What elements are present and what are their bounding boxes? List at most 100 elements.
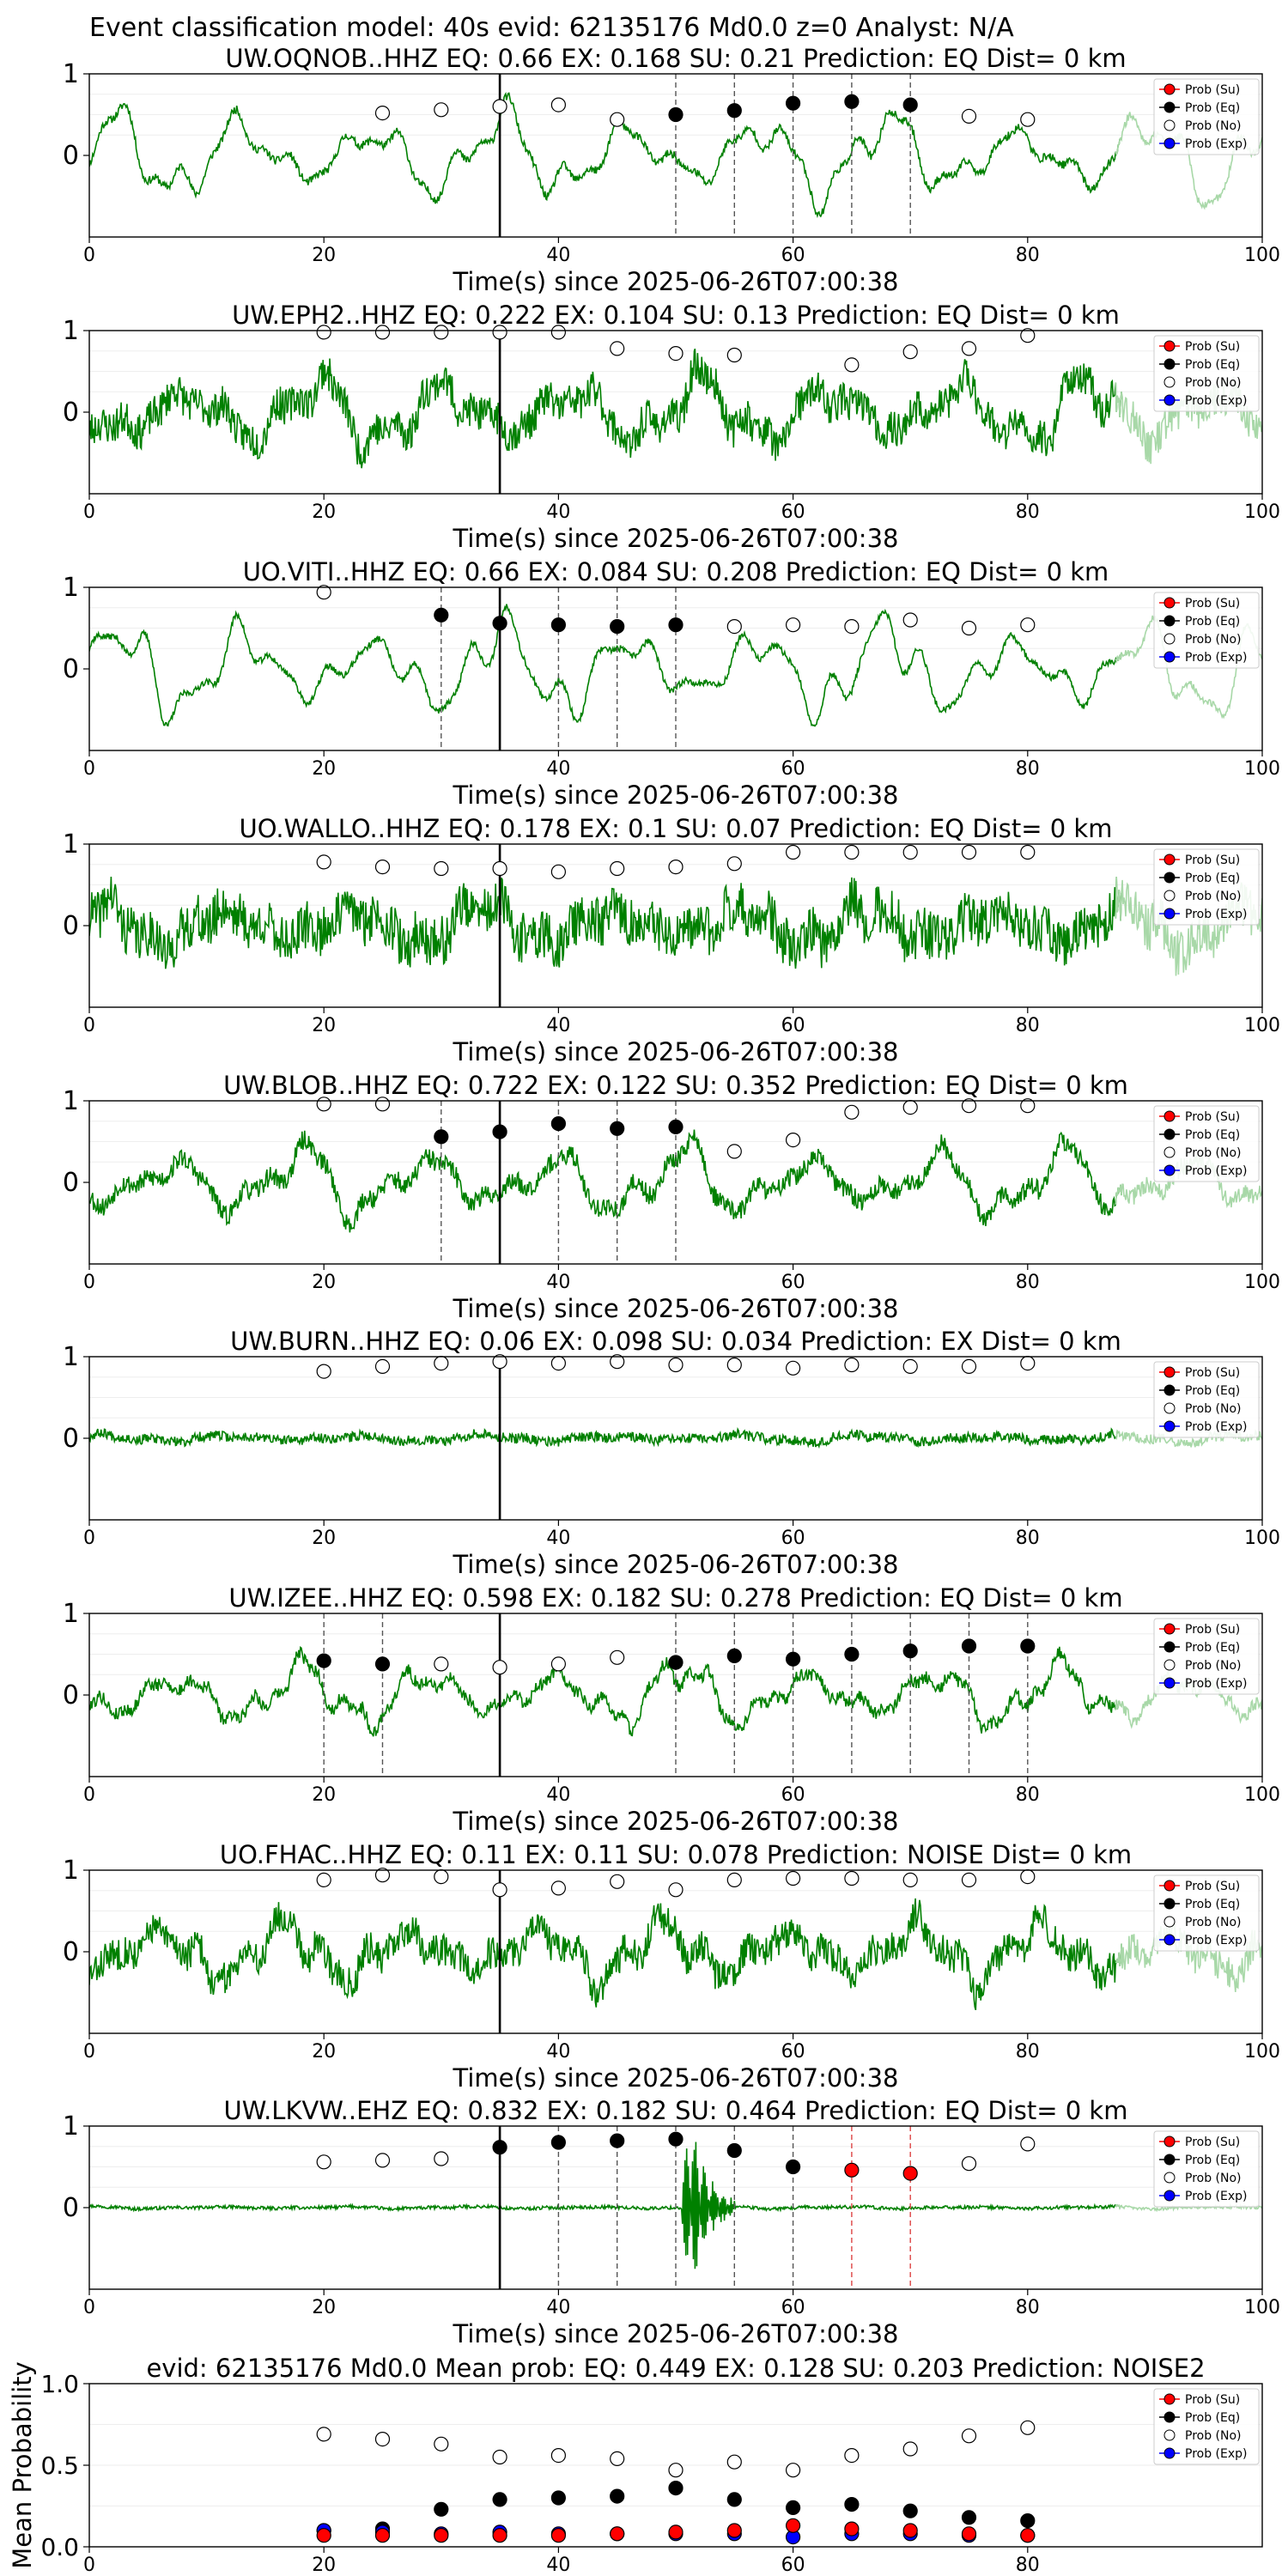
panel-title-0: UW.OQNOB..HHZ EQ: 0.66 EX: 0.168 SU: 0.2… bbox=[225, 44, 1126, 73]
figure-title: Event classification model: 40s evid: 62… bbox=[89, 13, 1014, 43]
prob-eq-point-8-0 bbox=[492, 2140, 507, 2155]
prob-no-point-7-6 bbox=[668, 1882, 683, 1898]
legend-label-3: Prob (Exp) bbox=[1185, 1420, 1248, 1434]
prob-no-point-3-11 bbox=[961, 844, 977, 860]
prob-no-point-5-3 bbox=[492, 1354, 507, 1370]
mean-prob-su-point-12 bbox=[1020, 2528, 1036, 2543]
legend: Prob (Su) Prob (Eq) Prob (No) Prob (Exp) bbox=[1153, 848, 1260, 926]
prob-no-point-6-0 bbox=[434, 1656, 449, 1672]
legend: Prob (Su) Prob (Eq) Prob (No) Prob (Exp) bbox=[1153, 592, 1260, 669]
prob-no-point-4-5 bbox=[902, 1099, 918, 1115]
y-tick-label-9-0: 0.0 bbox=[40, 2533, 79, 2561]
y-tick-label-9-2: 1.0 bbox=[40, 2370, 79, 2398]
x-axis-label-4: Time(s) since 2025-06-26T07:00:38 bbox=[453, 1294, 899, 1323]
legend-marker-2 bbox=[1163, 1402, 1176, 1414]
legend-box bbox=[1153, 78, 1260, 155]
legend-marker-0 bbox=[1163, 1880, 1176, 1892]
x-tick-label-4-0: 0 bbox=[83, 1272, 95, 1293]
x-tick-label-9-1: 20 bbox=[312, 2555, 336, 2576]
prob-no-point-1-10 bbox=[961, 341, 977, 356]
legend-marker-3 bbox=[1163, 1677, 1176, 1689]
x-tick-label-3-2: 40 bbox=[546, 1015, 570, 1036]
prob-eq-point-4-4 bbox=[668, 1119, 683, 1135]
x-tick-label-6-1: 20 bbox=[312, 1784, 336, 1806]
waveform-trace-6 bbox=[89, 1646, 1122, 1737]
legend-marker-2 bbox=[1163, 1659, 1176, 1671]
mean-prob-eq-point-9 bbox=[844, 2497, 860, 2512]
legend-marker-0 bbox=[1163, 1366, 1176, 1378]
prob-eq-point-6-2 bbox=[668, 1655, 683, 1670]
prob-eq-point-2-0 bbox=[434, 607, 449, 623]
prob-eq-point-0-3 bbox=[844, 94, 860, 109]
prob-no-point-7-0 bbox=[316, 1872, 331, 1887]
x-axis-label-1: Time(s) since 2025-06-26T07:00:38 bbox=[453, 524, 899, 553]
prob-no-point-5-10 bbox=[902, 1358, 918, 1375]
prob-no-point-7-2 bbox=[434, 1869, 449, 1885]
prob-no-point-1-6 bbox=[668, 346, 683, 361]
mean-prob-su-point-7 bbox=[726, 2523, 742, 2538]
x-tick-label-1-0: 0 bbox=[83, 501, 95, 523]
prob-no-point-1-0 bbox=[316, 325, 331, 340]
prob-no-point-3-9 bbox=[844, 844, 860, 860]
prob-eq-point-6-5 bbox=[844, 1646, 860, 1662]
prob-no-point-5-2 bbox=[434, 1355, 449, 1371]
waveform-trace-faded-7 bbox=[1115, 1917, 1262, 1992]
x-tick-label-7-4: 80 bbox=[1016, 2041, 1040, 2063]
mean-prob-no-point-12 bbox=[1020, 2420, 1036, 2435]
x-tick-label-1-1: 20 bbox=[312, 501, 336, 523]
y-tick-label-5-0: 0 bbox=[63, 1424, 79, 1454]
prob-no-point-2-5 bbox=[961, 620, 977, 636]
y-tick-label-7-1: 1 bbox=[63, 1856, 79, 1886]
x-axis-label-2: Time(s) since 2025-06-26T07:00:38 bbox=[453, 781, 899, 810]
mean-prob-no-point-6 bbox=[668, 2463, 683, 2478]
y-tick-label-4-0: 0 bbox=[63, 1168, 79, 1198]
legend-marker-1 bbox=[1163, 872, 1176, 884]
prob-eq-point-4-0 bbox=[434, 1129, 449, 1145]
mean-prob-eq-point-3 bbox=[492, 2492, 507, 2507]
prob-no-point-1-2 bbox=[434, 325, 449, 340]
legend: Prob (Su) Prob (Eq) Prob (No) Prob (Exp) bbox=[1153, 2388, 1260, 2465]
summary-y-axis-label: Mean Probability bbox=[8, 2361, 37, 2569]
y-tick-label-4-1: 1 bbox=[63, 1086, 79, 1116]
x-tick-label-1-2: 40 bbox=[546, 501, 570, 523]
legend: Prob (Su) Prob (Eq) Prob (No) Prob (Exp) bbox=[1153, 335, 1260, 412]
legend-label-2: Prob (No) bbox=[1185, 1402, 1242, 1416]
station-panel-2: UO.VITI..HHZ EQ: 0.66 EX: 0.084 SU: 0.20… bbox=[63, 557, 1280, 810]
mean-prob-eq-point-6 bbox=[668, 2481, 683, 2496]
x-tick-label-8-3: 60 bbox=[781, 2297, 805, 2318]
legend-label-3: Prob (Exp) bbox=[1185, 137, 1248, 151]
y-tick-label-9-1: 0.5 bbox=[40, 2451, 79, 2480]
legend-marker-0 bbox=[1163, 854, 1176, 866]
legend-label-3: Prob (Exp) bbox=[1185, 2190, 1248, 2203]
prob-no-point-3-1 bbox=[374, 859, 391, 875]
legend-marker-3 bbox=[1163, 1164, 1176, 1176]
legend-marker-2 bbox=[1163, 1916, 1176, 1928]
station-panel-3: UO.WALLO..HHZ EQ: 0.178 EX: 0.1 SU: 0.07… bbox=[63, 814, 1280, 1066]
mean-prob-no-point-9 bbox=[844, 2448, 860, 2464]
legend-marker-3 bbox=[1163, 908, 1176, 920]
x-tick-label-5-5: 100 bbox=[1244, 1528, 1280, 1549]
station-panel-1: UW.EPH2..HHZ EQ: 0.222 EX: 0.104 SU: 0.1… bbox=[63, 301, 1280, 553]
mean-prob-su-point-1 bbox=[374, 2528, 391, 2543]
legend-box bbox=[1153, 1361, 1260, 1438]
legend-label-3: Prob (Exp) bbox=[1185, 394, 1248, 408]
prob-no-point-6-2 bbox=[550, 1656, 567, 1672]
panel-title-5: UW.BURN..HHZ EQ: 0.06 EX: 0.098 SU: 0.03… bbox=[230, 1327, 1121, 1356]
prob-no-point-2-0 bbox=[316, 585, 331, 600]
legend-marker-0 bbox=[1163, 2393, 1176, 2405]
y-tick-label-0-1: 1 bbox=[63, 59, 79, 89]
prob-no-point-5-5 bbox=[610, 1354, 625, 1370]
legend-marker-3 bbox=[1163, 137, 1176, 149]
mean-prob-eq-point-10 bbox=[902, 2503, 918, 2518]
prob-no-point-1-4 bbox=[550, 325, 567, 340]
panel-title-2: UO.VITI..HHZ EQ: 0.66 EX: 0.084 SU: 0.20… bbox=[243, 557, 1109, 586]
prob-no-point-5-6 bbox=[668, 1357, 683, 1373]
x-tick-label-4-4: 80 bbox=[1016, 1272, 1040, 1293]
prob-no-point-0-5 bbox=[961, 108, 977, 124]
legend-box bbox=[1153, 1618, 1260, 1695]
mean-prob-no-point-5 bbox=[610, 2451, 625, 2466]
legend-label-1: Prob (Eq) bbox=[1185, 2154, 1240, 2167]
prob-no-point-2-4 bbox=[902, 612, 918, 628]
legend: Prob (Su) Prob (Eq) Prob (No) Prob (Exp) bbox=[1153, 1618, 1260, 1695]
prob-no-point-0-2 bbox=[492, 99, 507, 114]
